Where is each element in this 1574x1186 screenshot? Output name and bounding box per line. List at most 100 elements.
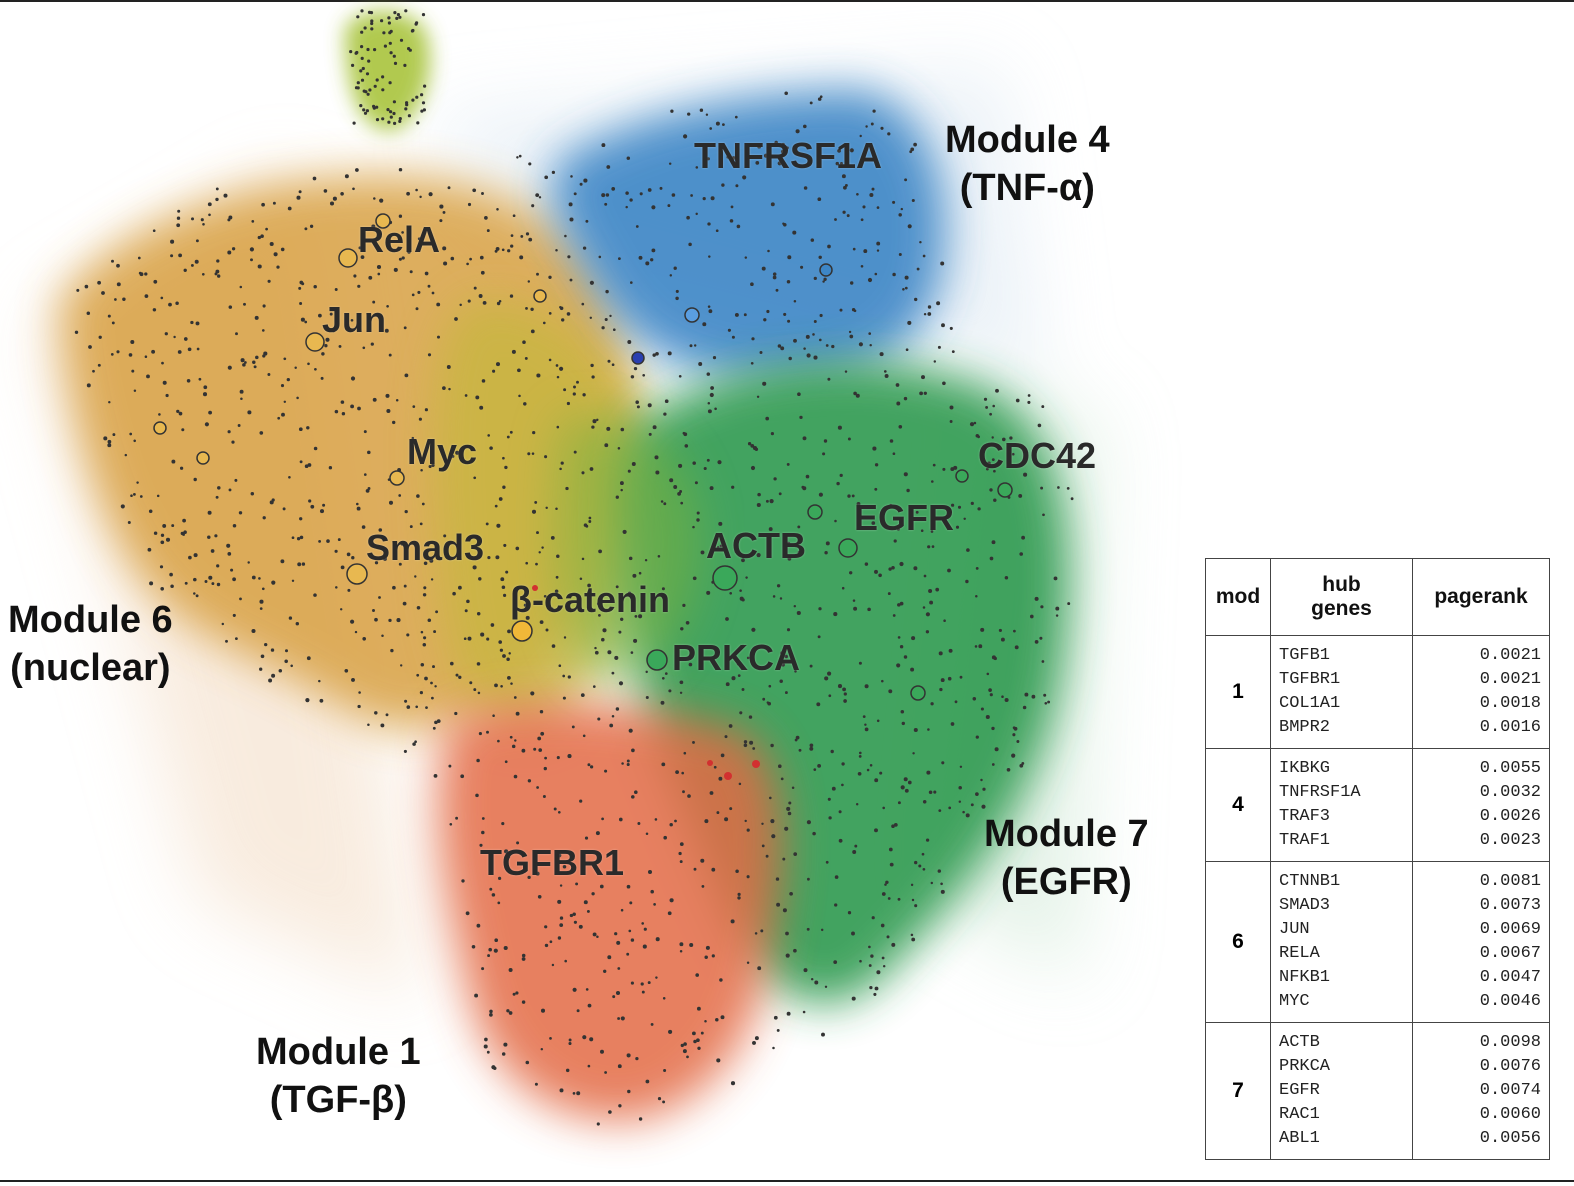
node-dot (525, 561, 529, 565)
node-dot (301, 562, 306, 566)
node-dot (842, 210, 846, 214)
node-dot (510, 682, 513, 685)
node-dot (719, 544, 723, 548)
node-dot (743, 313, 747, 317)
node-dot (1004, 576, 1009, 580)
node-dot (231, 440, 235, 444)
node-dot (859, 134, 862, 138)
node-dot (469, 681, 473, 685)
node-dot (249, 247, 254, 252)
node-dot (581, 471, 585, 475)
node-dot (285, 649, 288, 653)
node-dot (853, 606, 858, 611)
node-dot (930, 530, 934, 533)
node-dot (527, 779, 532, 783)
node-dot (572, 1092, 576, 1095)
node-dot (516, 156, 519, 159)
node-dot (609, 314, 612, 318)
node-dot (766, 309, 770, 314)
node-dot (476, 612, 481, 616)
node-dot (448, 764, 452, 768)
node-dot (629, 198, 633, 202)
node-dot (581, 557, 585, 561)
node-dot (883, 370, 887, 373)
pagerank-cell: 0.0021 0.0021 0.0018 0.0016 (1412, 635, 1550, 749)
node-dot (84, 284, 89, 289)
node-dot (866, 768, 870, 772)
node-dot (735, 869, 739, 873)
node-dot (378, 528, 383, 532)
node-dot (704, 819, 709, 824)
node-dot (903, 777, 908, 782)
node-dot (754, 932, 758, 935)
node-dot (341, 412, 346, 416)
node-dot (463, 637, 467, 641)
node-dot (657, 1097, 662, 1101)
node-dot (549, 1037, 552, 1040)
node-dot (987, 461, 991, 465)
node-dot (904, 788, 909, 793)
node-dot (131, 369, 135, 373)
node-dot (932, 463, 936, 467)
node-dot (736, 224, 741, 229)
node-dot (548, 275, 552, 279)
node-dot (870, 954, 874, 958)
node-dot (800, 265, 804, 269)
node-dot (277, 416, 281, 420)
pagerank-entry: 0.0021 (1479, 646, 1541, 665)
node-dot (530, 307, 534, 311)
node-dot (557, 899, 562, 904)
node-dot (512, 214, 516, 218)
gene-label-egfr: EGFR (854, 497, 955, 538)
region-top-cluster (345, 11, 431, 131)
node-dot (1023, 472, 1028, 477)
node-dot (536, 531, 539, 535)
node-dot (107, 439, 112, 444)
node-dot (693, 344, 697, 347)
node-dot (525, 307, 528, 310)
node-dot (941, 323, 945, 328)
node-dot (556, 425, 560, 429)
node-dot (781, 149, 785, 154)
node-dot (372, 609, 375, 612)
pagerank-entry: 0.0074 (1479, 1081, 1541, 1100)
node-dot (474, 993, 479, 998)
node-dot (809, 743, 814, 748)
node-dot (986, 467, 989, 471)
node-dot (938, 809, 942, 812)
node-dot (648, 432, 652, 436)
node-dot (473, 688, 477, 692)
node-dot (252, 360, 256, 364)
node-dot (261, 329, 265, 332)
node-dot (729, 219, 734, 223)
node-dot (329, 312, 333, 316)
node-dot (910, 667, 915, 672)
node-dot (393, 11, 397, 15)
node-dot (950, 722, 955, 726)
node-dot (879, 352, 884, 357)
node-dot (332, 196, 337, 201)
node-dot (611, 187, 616, 191)
node-dot (837, 148, 842, 153)
module7-label-line1: Module 7 (984, 813, 1149, 855)
node-dot (273, 252, 278, 257)
node-dot (152, 229, 156, 233)
hub-circle-rela-2 (375, 213, 391, 229)
node-dot (785, 953, 790, 958)
node-dot (130, 340, 135, 344)
node-dot (496, 523, 501, 528)
node-dot (353, 274, 357, 278)
node-dot (678, 463, 683, 468)
node-dot (460, 774, 465, 779)
node-dot (910, 933, 914, 937)
node-dot (564, 234, 567, 238)
node-dot (869, 764, 873, 767)
node-dot (365, 72, 370, 76)
node-dot (629, 901, 633, 905)
node-dot (318, 539, 322, 543)
node-dot (923, 312, 927, 316)
node-dot (299, 302, 303, 305)
node-dot (645, 695, 649, 700)
node-dot (487, 434, 491, 437)
node-dot (755, 645, 759, 649)
